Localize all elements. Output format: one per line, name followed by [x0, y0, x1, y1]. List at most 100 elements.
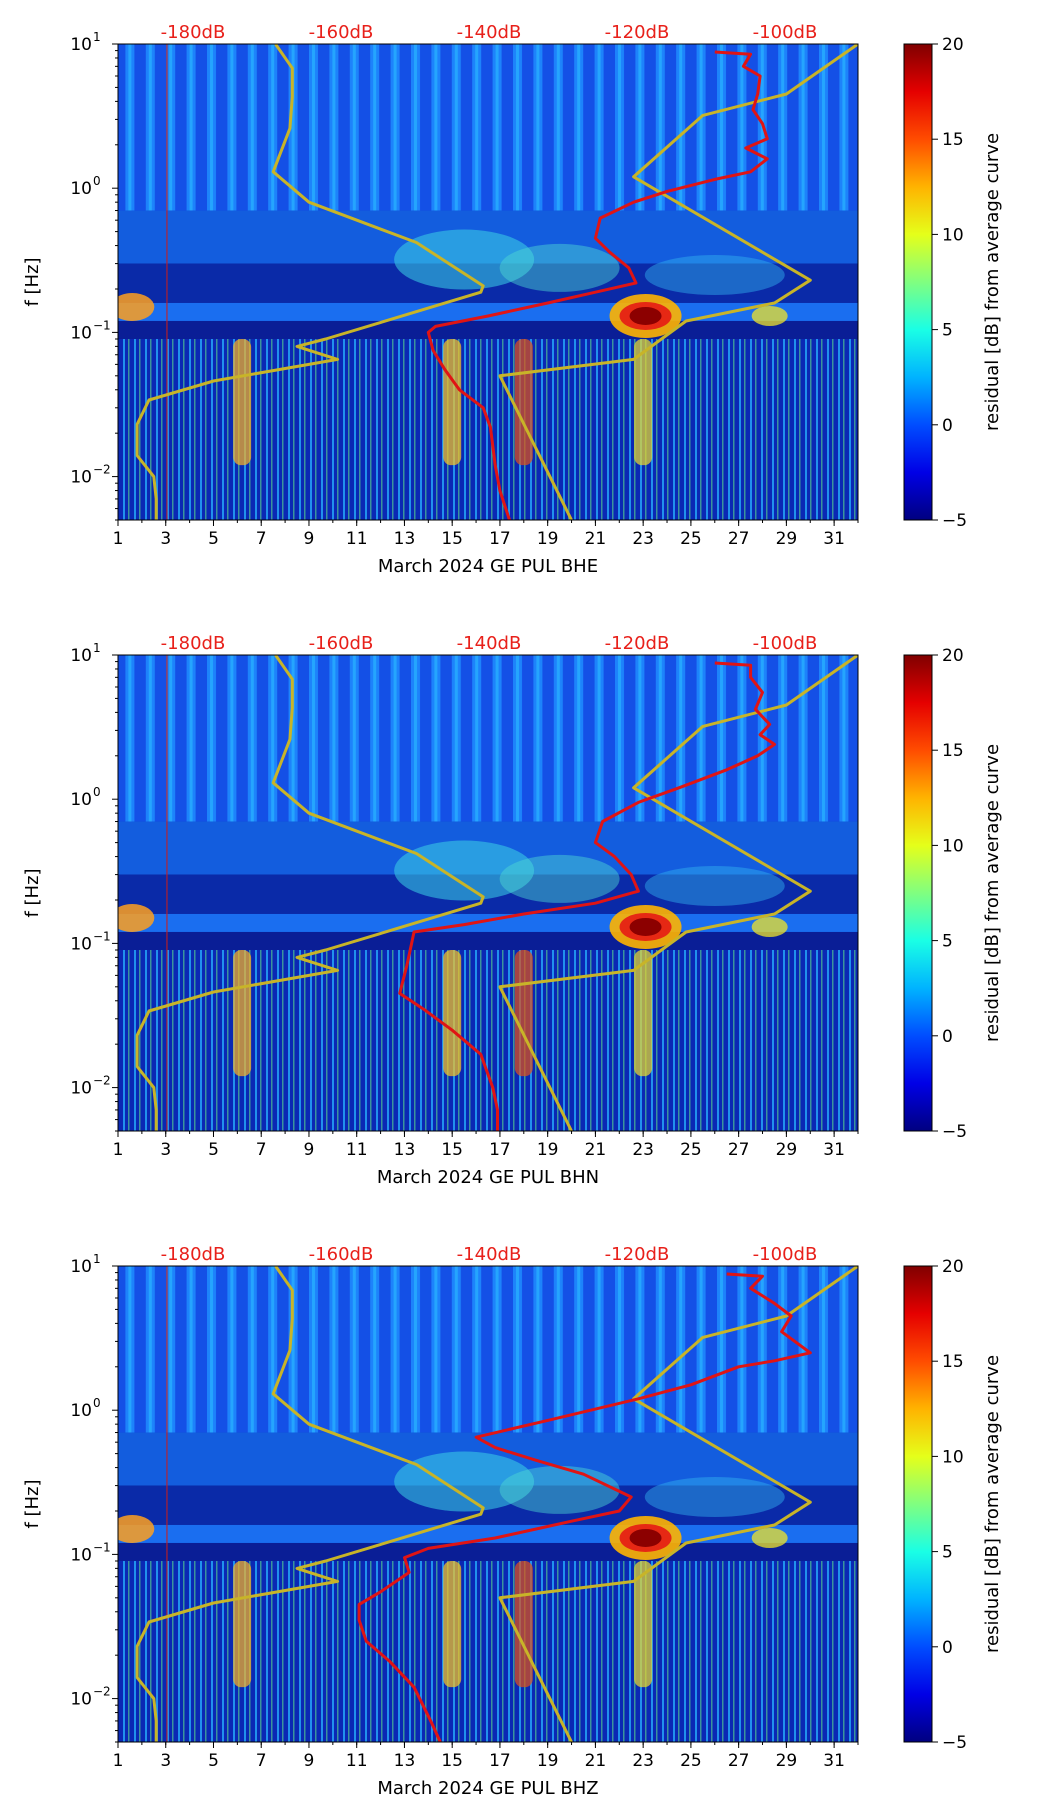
noise-blob — [644, 255, 785, 296]
x-tick-label: 31 — [823, 1140, 845, 1160]
y-tick-label: 10 — [70, 1690, 92, 1710]
event-column — [233, 338, 252, 466]
x-tick-label: 25 — [680, 1140, 702, 1160]
event-column — [634, 338, 653, 466]
x-tick-label: 25 — [680, 529, 702, 549]
hot-spot — [751, 916, 788, 937]
y-tick-exponent: 0 — [93, 785, 101, 799]
db-scale-label: -120dB — [605, 22, 670, 43]
db-scale-label: -160dB — [309, 633, 374, 654]
x-tick-label: 25 — [680, 1751, 702, 1771]
series-line — [426, 50, 769, 520]
x-tick-label: 11 — [346, 1140, 368, 1160]
db-scale-label: -160dB — [309, 1244, 374, 1265]
upper-band — [118, 655, 858, 822]
x-tick-label: 15 — [441, 1140, 463, 1160]
x-tick-label: 23 — [632, 1751, 654, 1771]
x-tick-label: 15 — [441, 529, 463, 549]
colorbar-tick-label: −5 — [942, 511, 967, 531]
series-line — [498, 655, 858, 1131]
x-tick-label: 9 — [304, 529, 315, 549]
microseism-band — [118, 913, 858, 932]
event-column — [634, 949, 653, 1077]
y-tick-label: 10 — [70, 790, 92, 810]
x-tick-label: 21 — [585, 1140, 607, 1160]
noise-blob — [394, 840, 535, 901]
x-tick-label: 21 — [585, 529, 607, 549]
y-axis-label: f [Hz] — [22, 868, 43, 917]
x-tick-label: 15 — [441, 1751, 463, 1771]
y-tick-label: 10 — [70, 1079, 92, 1099]
series-line — [135, 44, 485, 520]
colorbar-tick-label: 15 — [942, 130, 964, 150]
x-tick-label: 1 — [113, 529, 124, 549]
x-tick-label: 3 — [160, 529, 171, 549]
gap-band — [118, 1542, 858, 1561]
lower-band — [118, 1560, 858, 1742]
y-tick-label: 10 — [70, 934, 92, 954]
noise-blob — [644, 1477, 785, 1518]
lower-band — [118, 338, 858, 520]
db-scale-label: -100dB — [753, 22, 818, 43]
x-tick-label: 3 — [160, 1140, 171, 1160]
db-scale-label: -140dB — [457, 22, 522, 43]
upper-band — [118, 1266, 858, 1433]
x-tick-label: 13 — [394, 1751, 416, 1771]
plot-frame — [117, 1265, 859, 1743]
hot-spot — [751, 305, 788, 326]
plot-frame — [117, 654, 859, 1132]
x-tick-label: 9 — [304, 1140, 315, 1160]
noise-blob — [499, 1465, 620, 1514]
x-tick-label: 29 — [776, 1751, 798, 1771]
db-scale-label: -180dB — [161, 633, 226, 654]
colorbar-tick-label: 15 — [942, 1352, 964, 1372]
colorbar — [903, 1265, 933, 1743]
y-tick-exponent: −2 — [93, 1685, 111, 1699]
colorbar-tick-label: 5 — [942, 932, 953, 952]
y-tick-exponent: −2 — [93, 1074, 111, 1088]
heatmap-image — [118, 1266, 858, 1742]
event-column — [233, 949, 252, 1077]
colorbar-tick-label: 5 — [942, 321, 953, 341]
upper-band — [118, 44, 858, 211]
y-tick-exponent: −1 — [93, 318, 111, 332]
noise-blob — [394, 1451, 535, 1512]
x-tick-label: 31 — [823, 1751, 845, 1771]
x-tick-label: 1 — [113, 1751, 124, 1771]
y-tick-label: 10 — [70, 1545, 92, 1565]
storm-peak — [629, 306, 662, 325]
x-tick-label: 13 — [394, 1140, 416, 1160]
event-column — [514, 949, 533, 1077]
colorbar-label: residual [dB] from average curve — [982, 744, 1003, 1042]
x-tick-label: 19 — [537, 1751, 559, 1771]
x-tick-label: 11 — [346, 529, 368, 549]
noise-blob — [644, 866, 785, 907]
event-column — [634, 1560, 653, 1688]
db-scale-label: -140dB — [457, 633, 522, 654]
event-column — [514, 338, 533, 466]
y-tick-label: 10 — [70, 1401, 92, 1421]
y-tick-label: 10 — [70, 323, 92, 343]
x-tick-label: 17 — [489, 529, 511, 549]
x-tick-label: 27 — [728, 1751, 750, 1771]
hot-spot — [118, 1515, 155, 1543]
x-tick-label: 21 — [585, 1751, 607, 1771]
y-tick-exponent: −2 — [93, 463, 111, 477]
x-tick-label: 17 — [489, 1751, 511, 1771]
colorbar-tick-label: 20 — [942, 35, 964, 55]
x-axis-label: March 2024 GE PUL BHZ — [377, 1778, 598, 1799]
hot-spot — [118, 904, 155, 932]
colorbar-tick-label: 0 — [942, 416, 953, 436]
event-column — [443, 949, 462, 1077]
colorbar-tick-label: −5 — [942, 1733, 967, 1753]
x-tick-label: 17 — [489, 1140, 511, 1160]
series-line — [498, 44, 858, 520]
x-tick-label: 7 — [256, 1751, 267, 1771]
x-tick-label: 5 — [208, 529, 219, 549]
noise-blob — [394, 229, 535, 290]
y-axis-label: f [Hz] — [22, 1479, 43, 1528]
db-scale-label: -180dB — [161, 1244, 226, 1265]
